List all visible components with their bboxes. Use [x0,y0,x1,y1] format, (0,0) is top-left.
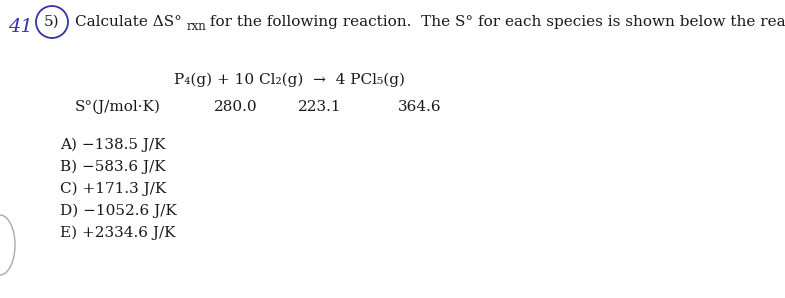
Text: 364.6: 364.6 [398,100,442,114]
Text: 41: 41 [8,18,33,36]
Text: P₄(g) + 10 Cl₂(g)  →  4 PCl₅(g): P₄(g) + 10 Cl₂(g) → 4 PCl₅(g) [174,73,406,87]
Text: C) +171.3 J/K: C) +171.3 J/K [60,182,166,196]
Text: E) +2334.6 J/K: E) +2334.6 J/K [60,226,176,240]
Text: 223.1: 223.1 [298,100,341,114]
Text: for the following reaction.  The S° for each species is shown below the reaction: for the following reaction. The S° for e… [205,15,785,29]
Text: rxn: rxn [187,19,206,32]
Text: B) −583.6 J/K: B) −583.6 J/K [60,160,166,174]
Text: 280.0: 280.0 [214,100,257,114]
Text: S°(J/mol·K): S°(J/mol·K) [75,100,161,114]
Text: 5): 5) [44,15,60,29]
Text: A) −138.5 J/K: A) −138.5 J/K [60,138,166,152]
Text: D) −1052.6 J/K: D) −1052.6 J/K [60,204,177,218]
Text: Calculate ΔS°: Calculate ΔS° [75,15,182,29]
